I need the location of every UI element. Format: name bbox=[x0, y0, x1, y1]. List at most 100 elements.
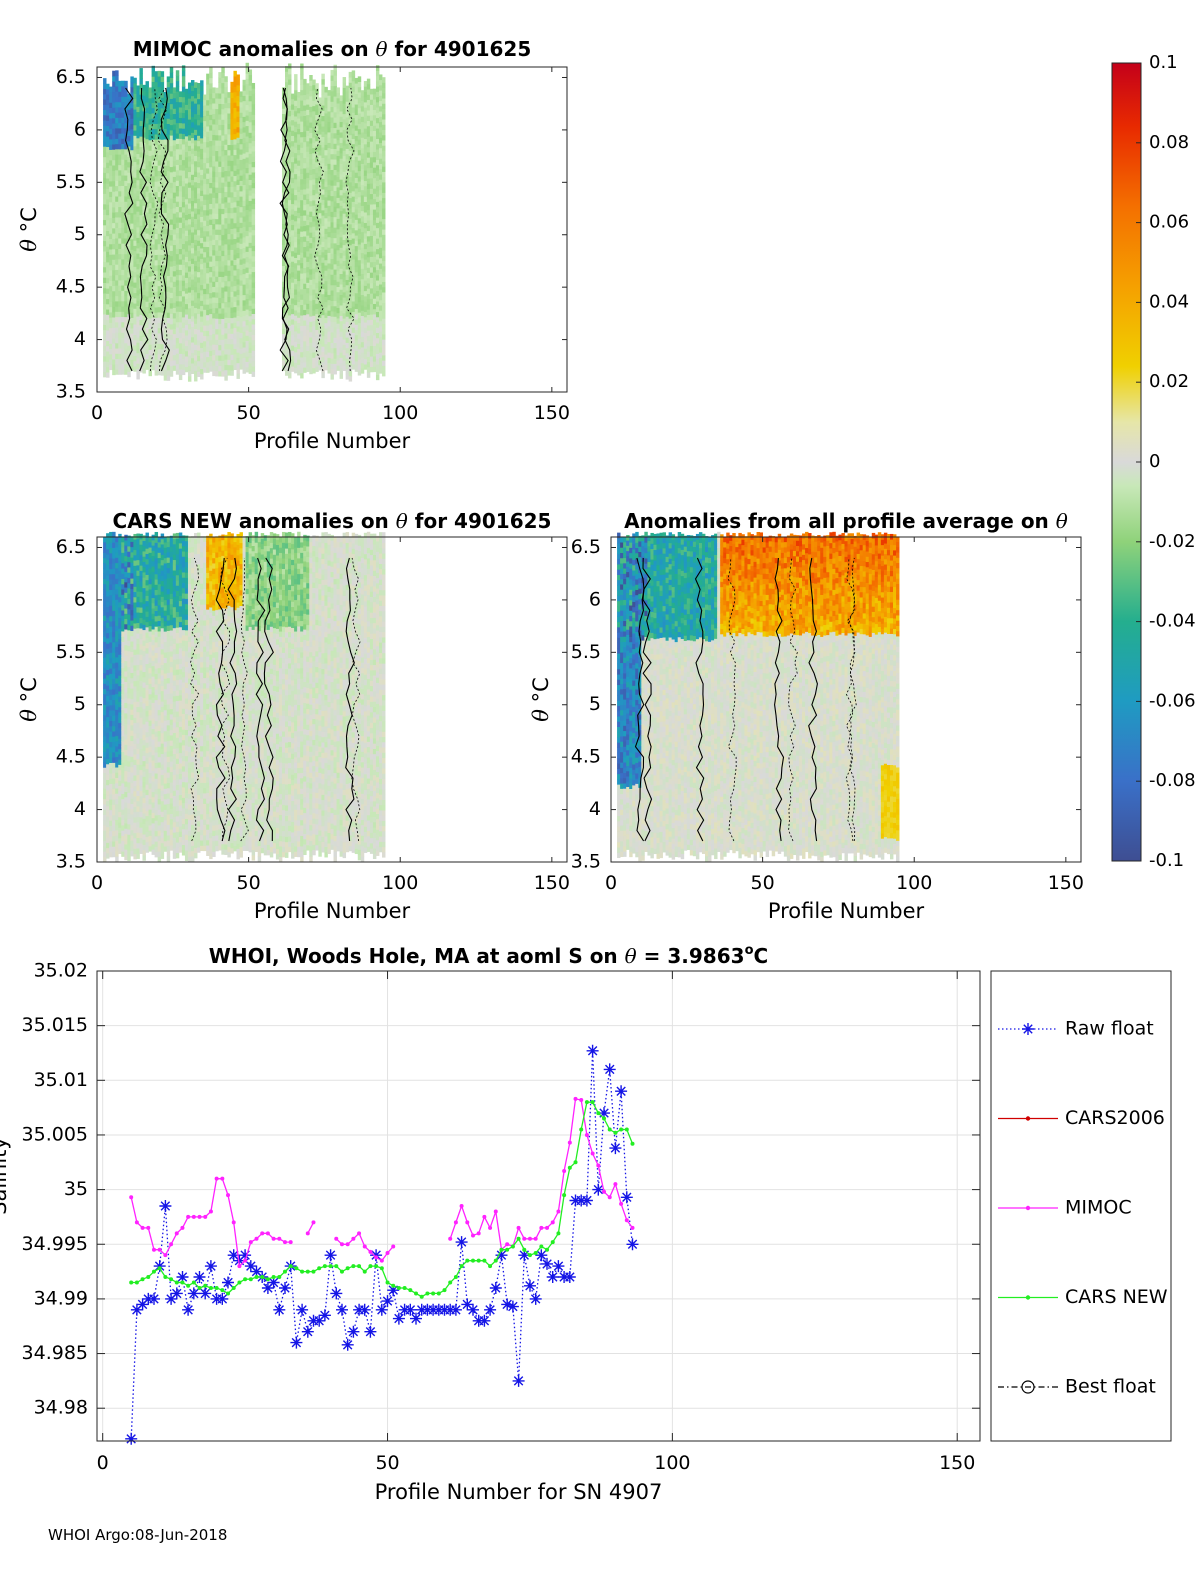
heat-cell bbox=[106, 210, 109, 216]
heat-cell bbox=[382, 119, 385, 125]
heat-cell bbox=[249, 326, 252, 332]
heat-cell bbox=[127, 162, 130, 168]
heat-cell bbox=[312, 85, 315, 91]
heat-cell bbox=[155, 192, 158, 198]
heat-cell bbox=[324, 302, 327, 308]
heat-cell bbox=[252, 104, 255, 110]
heat-cell bbox=[312, 226, 315, 232]
heat-cell bbox=[185, 236, 188, 242]
heat-cell bbox=[185, 309, 188, 315]
heat-cell bbox=[118, 112, 121, 118]
heat-cell bbox=[334, 295, 337, 301]
heat-cell bbox=[373, 173, 376, 179]
heat-cell bbox=[373, 157, 376, 163]
heat-cell bbox=[221, 167, 224, 173]
heat-cell bbox=[300, 69, 303, 75]
heat-cell bbox=[136, 106, 139, 112]
heat-cell bbox=[182, 369, 185, 375]
heat-cell bbox=[243, 305, 246, 311]
heat-cell bbox=[318, 344, 321, 350]
heat-cell bbox=[224, 218, 227, 224]
heat-cell bbox=[106, 356, 109, 362]
heat-cell bbox=[343, 287, 346, 293]
heat-cell bbox=[212, 250, 215, 256]
heat-cell bbox=[346, 353, 349, 359]
heat-cell bbox=[324, 234, 327, 240]
heat-cell bbox=[179, 359, 182, 365]
heat-cell bbox=[124, 275, 127, 281]
heat-cell bbox=[200, 369, 203, 375]
heat-cell bbox=[124, 149, 127, 155]
heat-cell bbox=[200, 274, 203, 280]
heat-cell bbox=[112, 762, 115, 768]
heat-cell bbox=[327, 174, 330, 180]
heat-cell bbox=[361, 216, 364, 222]
heat-cell bbox=[161, 302, 164, 308]
heat-cell bbox=[252, 272, 255, 278]
heat-cell bbox=[224, 270, 227, 276]
heat-cell bbox=[337, 129, 340, 135]
heat-cell bbox=[191, 227, 194, 233]
heat-cell bbox=[182, 149, 185, 155]
heat-cell bbox=[158, 333, 161, 339]
heat-cell bbox=[297, 202, 300, 208]
heat-cell bbox=[106, 659, 109, 665]
heat-cell bbox=[103, 615, 106, 621]
heat-cell bbox=[343, 297, 346, 303]
heat-cell bbox=[136, 300, 139, 306]
heat-cell bbox=[233, 275, 236, 281]
heat-cell bbox=[249, 148, 252, 154]
heat-cell bbox=[182, 113, 185, 119]
heat-cell bbox=[133, 277, 136, 283]
heat-cell bbox=[224, 296, 227, 302]
heat-cell bbox=[224, 134, 227, 140]
heat-cell bbox=[227, 160, 230, 166]
heat-cell bbox=[115, 243, 118, 249]
heat-cell bbox=[243, 274, 246, 280]
heat-cell bbox=[233, 322, 236, 328]
heat-cell bbox=[221, 256, 224, 262]
heat-cell bbox=[376, 86, 379, 92]
heat-cell bbox=[300, 242, 303, 248]
heat-cell bbox=[370, 105, 373, 111]
heat-cell bbox=[343, 108, 346, 114]
heat-cell bbox=[200, 290, 203, 296]
heat-cell bbox=[221, 130, 224, 136]
heat-cell bbox=[218, 203, 221, 209]
heat-cell bbox=[185, 225, 188, 231]
heat-cell bbox=[291, 256, 294, 262]
heat-cell bbox=[340, 305, 343, 311]
heat-cell bbox=[358, 349, 361, 355]
heat-cell bbox=[103, 141, 106, 147]
heat-cell bbox=[233, 260, 236, 266]
heat-cell bbox=[379, 122, 382, 128]
heat-cell bbox=[109, 265, 112, 271]
heat-cell bbox=[370, 215, 373, 221]
heat-cell bbox=[240, 91, 243, 97]
heat-cell bbox=[209, 340, 212, 346]
heat-cell bbox=[346, 238, 349, 244]
heat-cell bbox=[103, 351, 106, 357]
heat-cell bbox=[173, 260, 176, 266]
heat-cell bbox=[340, 321, 343, 327]
y-tick-label: 5 bbox=[74, 223, 86, 245]
heat-cell bbox=[136, 91, 139, 97]
heat-cell bbox=[158, 87, 161, 93]
heat-cell bbox=[227, 265, 230, 271]
heat-cell bbox=[203, 189, 206, 195]
heat-cell bbox=[294, 79, 297, 85]
heat-cell bbox=[249, 295, 252, 301]
heat-cell bbox=[252, 277, 255, 283]
heat-cell bbox=[200, 159, 203, 165]
heat-cell bbox=[194, 103, 197, 109]
heat-cell bbox=[146, 176, 149, 182]
heat-cell bbox=[179, 259, 182, 265]
heat-cell bbox=[149, 329, 152, 335]
heat-cell bbox=[330, 191, 333, 197]
heat-cell bbox=[103, 725, 106, 731]
heat-cell bbox=[103, 600, 106, 606]
heat-cell bbox=[327, 200, 330, 206]
heat-cell bbox=[337, 313, 340, 319]
heat-cell bbox=[173, 140, 176, 146]
heat-cell bbox=[124, 170, 127, 176]
